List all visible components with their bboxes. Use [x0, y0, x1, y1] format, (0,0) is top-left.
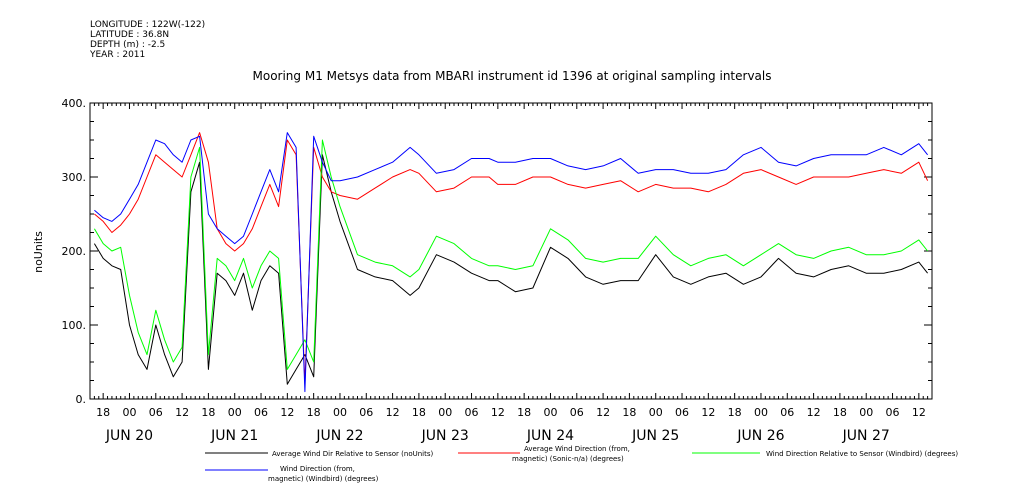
- y-tick-label: 300.: [62, 171, 87, 184]
- x-day-label: JUN 22: [315, 428, 363, 444]
- x-tick-label: 00: [649, 406, 663, 419]
- x-day-label: JUN 25: [631, 428, 679, 444]
- x-tick-label: 12: [701, 406, 715, 419]
- series-line-4: [94, 132, 928, 393]
- x-tick-label: 12: [280, 406, 294, 419]
- x-tick-label: 18: [307, 406, 321, 419]
- x-tick-label: 18: [728, 406, 742, 419]
- legend-label-4: Wind Direction (from, magnetic) (Windbird…: [268, 465, 379, 483]
- x-tick-label: 18: [412, 406, 426, 419]
- latitude-label: LATITUDE : 36.8N: [90, 30, 170, 40]
- x-day-label: JUN 23: [421, 428, 469, 444]
- x-tick-label: 12: [807, 406, 821, 419]
- x-tick-label: 00: [122, 406, 136, 419]
- legend-label-3: Wind Direction Relative to Sensor (Windb…: [766, 450, 958, 458]
- x-day-label: JUN 21: [210, 428, 258, 444]
- x-tick-label: 06: [254, 406, 268, 419]
- series-line-3: [93, 139, 928, 370]
- x-tick-label: 06: [149, 406, 163, 419]
- x-tick-label: 18: [833, 406, 847, 419]
- y-tick-label: 200.: [62, 245, 87, 258]
- tick-marks: [89, 102, 933, 400]
- x-tick-label: 00: [754, 406, 768, 419]
- depth-label: DEPTH (m) : -2.5: [90, 40, 166, 50]
- y-axis-label: noUnits: [32, 231, 45, 273]
- x-tick-label: 00: [859, 406, 873, 419]
- x-tick-label: 06: [465, 406, 479, 419]
- series-line-2: [94, 132, 929, 385]
- x-tick-label: 06: [780, 406, 794, 419]
- x-tick-label: 00: [543, 406, 557, 419]
- series-line-1: [93, 154, 928, 385]
- y-tick-label: 0.: [76, 393, 87, 406]
- x-tick-label: 00: [228, 406, 242, 419]
- x-tick-label: 18: [517, 406, 531, 419]
- legend: Average Wind Dir Relative to Sensor (noU…: [205, 445, 958, 483]
- year-label: YEAR : 2011: [90, 50, 146, 60]
- x-tick-label: 06: [359, 406, 373, 419]
- x-tick-label: 12: [386, 406, 400, 419]
- x-tick-label: 18: [96, 406, 110, 419]
- x-tick-label: 12: [596, 406, 610, 419]
- x-day-label: JUN 24: [526, 428, 574, 444]
- x-tick-label: 06: [675, 406, 689, 419]
- x-tick-label: 18: [201, 406, 215, 419]
- x-day-label: JUN 27: [842, 428, 890, 444]
- series-layer: [93, 132, 929, 393]
- legend-label-2: Average Wind Direction (from, magnetic) (…: [512, 445, 630, 463]
- y-tick-label: 100.: [62, 319, 87, 332]
- x-tick-label: 12: [912, 406, 926, 419]
- x-tick-label: 06: [570, 406, 584, 419]
- x-tick-label: 00: [438, 406, 452, 419]
- chart-title: Mooring M1 Metsys data from MBARI instru…: [253, 69, 772, 83]
- x-day-label: JUN 26: [736, 428, 784, 444]
- x-tick-label: 12: [175, 406, 189, 419]
- x-day-label: JUN 20: [105, 428, 153, 444]
- x-tick-label: 12: [491, 406, 505, 419]
- y-tick-label: 400.: [62, 97, 87, 110]
- longitude-label: LONGITUDE : 122W(-122): [90, 20, 206, 30]
- x-tick-label: 18: [622, 406, 636, 419]
- metadata-block: LONGITUDE : 122W(-122) LATITUDE : 36.8N …: [90, 20, 205, 60]
- x-tick-label: 06: [886, 406, 900, 419]
- plot-frame: [89, 102, 933, 400]
- x-tick-label: 00: [333, 406, 347, 419]
- axis-labels: 0. 100. 200. 300. 400. 18 00 06 12 18 00 06 12 18 00 06…: [62, 97, 926, 444]
- legend-label-1: Average Wind Dir Relative to Sensor (noU…: [272, 450, 433, 458]
